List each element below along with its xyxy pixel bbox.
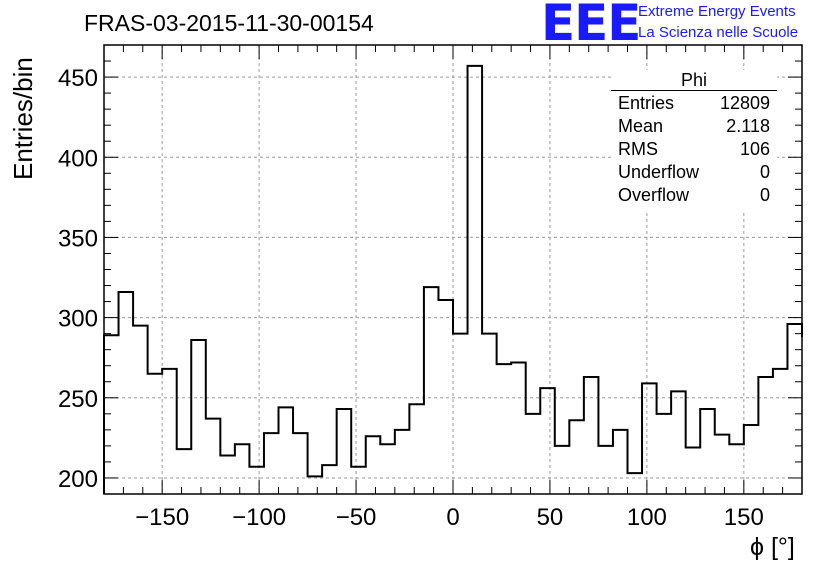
stats-value: 0 [759,185,770,205]
y-tick-labels: 200 250 300 350 400 450 [58,65,98,493]
stats-divider [611,90,777,91]
axis-ticks [103,44,803,495]
stats-key: Overflow [618,185,690,205]
stats-key: RMS [618,139,658,159]
eee-logo: EEE [541,0,641,52]
x-tick-label: −150 [135,504,189,531]
y-tick-label: 450 [58,65,98,92]
x-tick-label: −50 [336,504,377,531]
y-tick-label: 250 [58,386,98,413]
brand-line-1: Extreme Energy Events [638,3,796,20]
stats-value: 2.118 [726,116,770,136]
stats-key: Mean [618,116,664,136]
x-tick-label: 150 [724,504,764,531]
x-tick-label: 100 [627,504,667,531]
x-tick-label: 0 [446,504,459,531]
x-tick-labels: −150 −100 −50 0 50 100 150 [135,504,764,531]
stats-row-mean: Mean 2.118 [618,116,770,138]
x-tick-label: 50 [537,504,564,531]
y-tick-label: 350 [58,225,98,252]
brand-line-2: La Scienza nelle Scuole [638,24,799,41]
histogram-line [103,64,803,494]
y-tick-label: 200 [58,466,98,493]
x-tick-label: −100 [232,504,286,531]
chart-title: FRAS-03-2015-11-30-00154 [84,10,374,36]
stats-title: Phi [680,70,707,90]
stats-key: Entries [618,93,675,113]
y-tick-label: 300 [58,306,98,333]
stats-row-entries: Entries 12809 [618,93,770,115]
stats-value: 0 [759,162,770,182]
stats-key: Underflow [618,162,700,182]
y-axis-label: Entries/bin [8,57,38,180]
stats-box: Phi Entries 12809 Mean 2.118 RMS 106 Und… [611,70,777,210]
x-axis-label: ϕ [°] [750,533,795,561]
stats-row-underflow: Underflow 0 [618,162,770,184]
y-tick-label: 400 [58,145,98,172]
stats-value: 106 [739,139,770,159]
stats-row-rms: RMS 106 [618,139,770,161]
stats-row-overflow: Overflow 0 [618,185,770,207]
stats-value: 12809 [719,93,770,113]
